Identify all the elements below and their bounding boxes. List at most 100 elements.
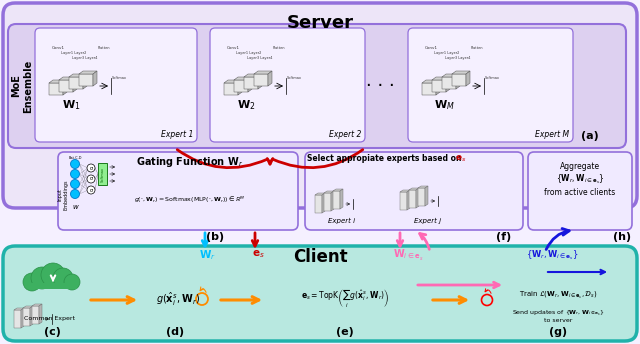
Text: $\mathbf{W}_1$: $\mathbf{W}_1$ <box>61 98 80 112</box>
Polygon shape <box>422 83 436 95</box>
Text: Select appropiate experts based on: Select appropiate experts based on <box>307 154 464 163</box>
Text: $\mathbf{e}_s$: $\mathbf{e}_s$ <box>455 154 467 164</box>
Polygon shape <box>452 71 470 74</box>
Text: Expert j: Expert j <box>415 218 442 224</box>
Text: Layer1 Layer2: Layer1 Layer2 <box>434 51 460 55</box>
Polygon shape <box>442 77 456 89</box>
FancyBboxPatch shape <box>408 28 573 142</box>
Circle shape <box>70 190 79 198</box>
Polygon shape <box>452 74 466 86</box>
Polygon shape <box>73 77 77 92</box>
Polygon shape <box>418 186 428 188</box>
Text: Expert i: Expert i <box>328 218 356 224</box>
Polygon shape <box>27 283 77 289</box>
Polygon shape <box>324 191 334 193</box>
Polygon shape <box>432 80 446 92</box>
Polygon shape <box>21 308 24 328</box>
Polygon shape <box>416 188 419 208</box>
Polygon shape <box>14 310 21 328</box>
Polygon shape <box>400 192 407 210</box>
Polygon shape <box>39 304 42 324</box>
Polygon shape <box>442 74 460 77</box>
Text: σ: σ <box>90 165 93 171</box>
Polygon shape <box>244 74 262 77</box>
FancyBboxPatch shape <box>528 152 632 230</box>
Text: Gating Function $\mathbf{W}_{r}$: Gating Function $\mathbf{W}_{r}$ <box>136 155 244 169</box>
Circle shape <box>70 180 79 189</box>
Polygon shape <box>23 308 30 326</box>
Polygon shape <box>254 71 272 74</box>
Text: $\mathbf{W}_r$: $\mathbf{W}_r$ <box>198 248 216 262</box>
Text: (f): (f) <box>497 232 511 242</box>
Text: (a): (a) <box>581 131 599 141</box>
Text: MoE
Ensemble: MoE Ensemble <box>11 60 33 112</box>
Text: Send updates of $\{\mathbf{W}_r, \mathbf{W}_{i\in\mathbf{e}_s}\}$
to server: Send updates of $\{\mathbf{W}_r, \mathbf… <box>511 308 604 323</box>
Polygon shape <box>418 188 425 206</box>
Circle shape <box>87 186 95 194</box>
Text: $\mathbf{e}_s = \mathrm{TopK}\left(\sum_i g(\hat{\mathbf{x}}_i^s, \mathbf{W}_r)\: $\mathbf{e}_s = \mathrm{TopK}\left(\sum_… <box>301 288 389 310</box>
Polygon shape <box>324 193 331 211</box>
Polygon shape <box>340 189 343 209</box>
Text: $\mathbf{W}_M$: $\mathbf{W}_M$ <box>433 98 454 112</box>
Polygon shape <box>244 77 258 89</box>
Text: $\mathbf{W}_{i\in\mathbf{e}_s}$: $\mathbf{W}_{i\in\mathbf{e}_s}$ <box>393 248 423 263</box>
Polygon shape <box>322 193 325 213</box>
Polygon shape <box>407 190 410 210</box>
Polygon shape <box>234 77 252 80</box>
Circle shape <box>70 160 79 169</box>
Text: Conv1: Conv1 <box>227 46 240 50</box>
Polygon shape <box>30 306 33 326</box>
Polygon shape <box>93 71 97 86</box>
Polygon shape <box>49 83 63 95</box>
Polygon shape <box>466 71 470 86</box>
Polygon shape <box>400 190 410 192</box>
Circle shape <box>87 175 95 183</box>
FancyBboxPatch shape <box>3 3 637 208</box>
Polygon shape <box>254 74 268 86</box>
FancyBboxPatch shape <box>3 246 637 341</box>
Text: $g(\cdot, \mathbf{W}_r) = \mathrm{Softmax}(\mathrm{MLP}(\cdot, \mathbf{W}_r)) \i: $g(\cdot, \mathbf{W}_r) = \mathrm{Softma… <box>134 195 246 205</box>
Circle shape <box>41 263 65 287</box>
Circle shape <box>87 164 95 172</box>
Polygon shape <box>79 74 93 86</box>
FancyBboxPatch shape <box>210 28 365 142</box>
Text: $g(\hat{\mathbf{x}}_i^s, \mathbf{W}_r)$: $g(\hat{\mathbf{x}}_i^s, \mathbf{W}_r)$ <box>156 290 200 308</box>
Text: Layer1 Layer2: Layer1 Layer2 <box>61 51 86 55</box>
Text: Softmax: Softmax <box>100 166 104 182</box>
Polygon shape <box>23 306 33 308</box>
Text: (d): (d) <box>166 327 184 337</box>
Text: Client: Client <box>292 248 348 266</box>
Text: (e): (e) <box>336 327 354 337</box>
Text: $\{\mathbf{W}_r, \mathbf{W}_{i\in\mathbf{e}_s}\}$: $\{\mathbf{W}_r, \mathbf{W}_{i\in\mathbf… <box>525 248 579 261</box>
Polygon shape <box>14 308 24 310</box>
Polygon shape <box>425 186 428 206</box>
Text: Common Expert: Common Expert <box>24 316 76 321</box>
Polygon shape <box>436 80 440 95</box>
Text: Server: Server <box>287 14 353 32</box>
Text: Layer3 Layer4: Layer3 Layer4 <box>247 56 273 60</box>
Text: Aggregate
$\{\mathbf{W}_r, \mathbf{W}_{i\in\mathbf{e}_s}\}$
from active clients: Aggregate $\{\mathbf{W}_r, \mathbf{W}_{i… <box>545 162 616 197</box>
Text: Train $\mathcal{L}(\mathbf{W}_r, \mathbf{W}_{i\in\mathbf{e}_s}, \mathcal{D}_s)$: Train $\mathcal{L}(\mathbf{W}_r, \mathbf… <box>519 290 597 301</box>
Polygon shape <box>422 80 440 83</box>
Circle shape <box>64 274 80 290</box>
Circle shape <box>53 268 73 288</box>
FancyBboxPatch shape <box>305 152 523 230</box>
Text: σ: σ <box>90 187 93 193</box>
Polygon shape <box>248 77 252 92</box>
Polygon shape <box>333 189 343 191</box>
Polygon shape <box>49 80 67 83</box>
Text: Flatten: Flatten <box>273 46 285 50</box>
Text: Flatten: Flatten <box>471 46 483 50</box>
Polygon shape <box>258 74 262 89</box>
Polygon shape <box>234 80 248 92</box>
Polygon shape <box>446 77 450 92</box>
Text: Input
Embeddings: Input Embeddings <box>58 180 68 210</box>
Text: (c): (c) <box>44 327 60 337</box>
Text: Flatten: Flatten <box>98 46 110 50</box>
Text: Expert M: Expert M <box>535 130 569 139</box>
Text: Softmax: Softmax <box>112 76 127 80</box>
Polygon shape <box>32 304 42 306</box>
Polygon shape <box>331 191 334 211</box>
Circle shape <box>31 267 53 289</box>
Circle shape <box>23 273 41 291</box>
